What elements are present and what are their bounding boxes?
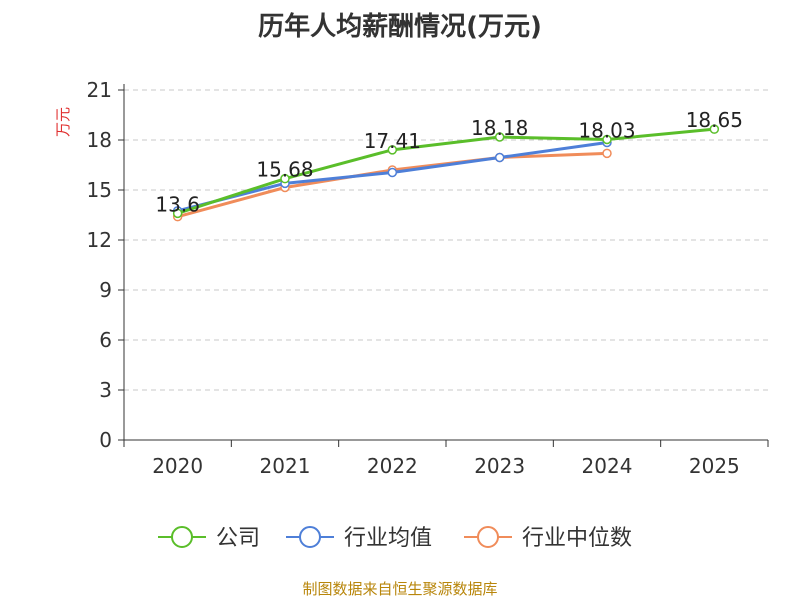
data-label: 18.03 (578, 119, 635, 143)
data-point (387, 167, 398, 178)
data-point (387, 145, 398, 155)
data-label: 17.41 (364, 129, 421, 153)
x-tick-label: 2024 (582, 454, 633, 478)
y-axis-label: 万元 (54, 107, 72, 137)
data-point (602, 148, 612, 159)
source-footer: 制图数据来自恒生聚源数据库 (302, 580, 498, 598)
legend-label: 行业均值 (344, 526, 432, 551)
legend-marker (477, 526, 499, 548)
y-tick-label: 3 (99, 378, 112, 402)
y-tick-label: 18 (87, 128, 112, 152)
y-tick-label: 15 (87, 178, 112, 202)
series-layer (172, 124, 720, 222)
y-tick-label: 9 (99, 278, 112, 302)
legend-marker (171, 526, 193, 548)
series-line-2 (177, 151, 608, 219)
data-label: 13.6 (155, 192, 200, 216)
data-label: 15.68 (256, 158, 313, 182)
data-point (709, 124, 720, 134)
series-line-0 (177, 127, 715, 215)
x-tick-label: 2021 (260, 454, 311, 478)
data-point (280, 173, 290, 184)
axis-layer: 0 3 6 9 12 15 18 21 万元 2020 2021 2022 2023 2024 2025 (54, 78, 769, 478)
legend-label: 公司 (216, 526, 260, 551)
x-tick-label: 2025 (689, 454, 740, 478)
x-tick-label: 2020 (152, 454, 203, 478)
x-tick-label: 2022 (367, 454, 418, 478)
y-tick-label: 6 (99, 328, 112, 352)
grid-layer (124, 89, 768, 391)
legend: 公司 行业均值 行业中位数 (158, 526, 632, 551)
data-label: 18.65 (686, 108, 743, 132)
data-point (602, 134, 612, 145)
legend-marker (299, 526, 321, 548)
x-tick-label: 2023 (474, 454, 525, 478)
legend-label: 行业中位数 (522, 526, 632, 551)
y-tick-label: 12 (87, 228, 112, 252)
y-tick-label: 21 (87, 78, 112, 102)
data-label-layer: 13.6 15.68 17.41 18.18 18.03 18.65 (155, 108, 743, 216)
data-label: 18.18 (471, 116, 528, 140)
data-point (172, 208, 183, 219)
data-point (494, 132, 505, 142)
data-point (494, 152, 505, 163)
chart-title: 历年人均薪酬情况(万元) (258, 12, 542, 42)
y-tick-label: 0 (99, 428, 112, 452)
